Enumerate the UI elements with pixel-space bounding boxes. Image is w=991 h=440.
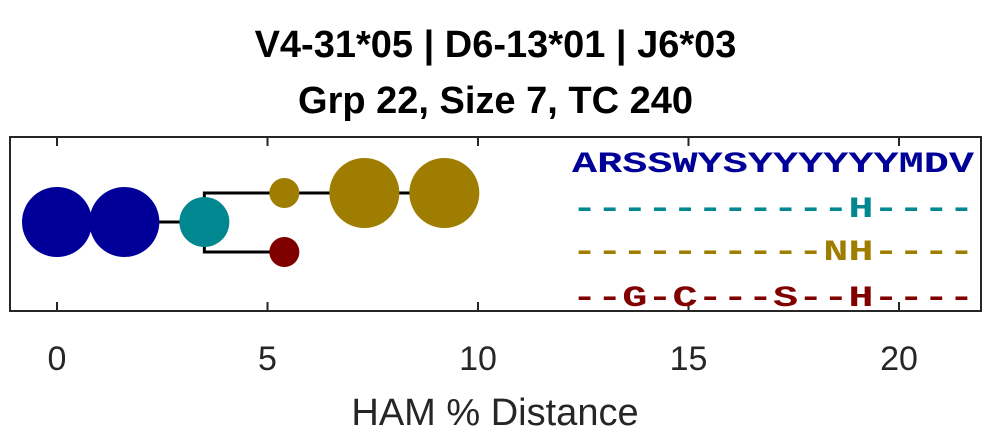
tree-node <box>409 158 480 228</box>
sequence-alignment: ARSSWYSYYYYYYMDV -----------H---- --------… <box>572 148 974 316</box>
tree-node <box>179 197 230 247</box>
tree-node <box>269 237 300 267</box>
plot-frame <box>9 136 982 312</box>
tree-node <box>329 158 400 228</box>
sequence-row: --G-C---S--H---- <box>572 282 974 316</box>
tree-node <box>269 178 300 208</box>
x-tick-label: 15 <box>670 340 708 378</box>
x-tick-label: 20 <box>880 340 918 378</box>
x-tick-label: 5 <box>258 340 277 378</box>
x-tick-labels: 0 5 10 15 20 <box>48 340 918 378</box>
tree-node <box>89 187 160 257</box>
chart-subtitle: Grp 22, Size 7, TC 240 <box>298 80 693 122</box>
chart-title: V4-31*05 | D6-13*01 | J6*03 <box>254 24 737 66</box>
tick-marks <box>56 137 900 311</box>
sequence-row: ----------NH---- <box>572 236 974 270</box>
tree-node <box>22 187 92 257</box>
sequence-row: ARSSWYSYYYYYYMDV <box>572 148 974 182</box>
tree-nodes <box>22 158 480 267</box>
x-tick-label: 0 <box>48 340 67 378</box>
x-tick-label: 10 <box>459 340 497 378</box>
sequence-row: -----------H---- <box>572 193 974 227</box>
x-axis-label: HAM % Distance <box>351 392 638 434</box>
